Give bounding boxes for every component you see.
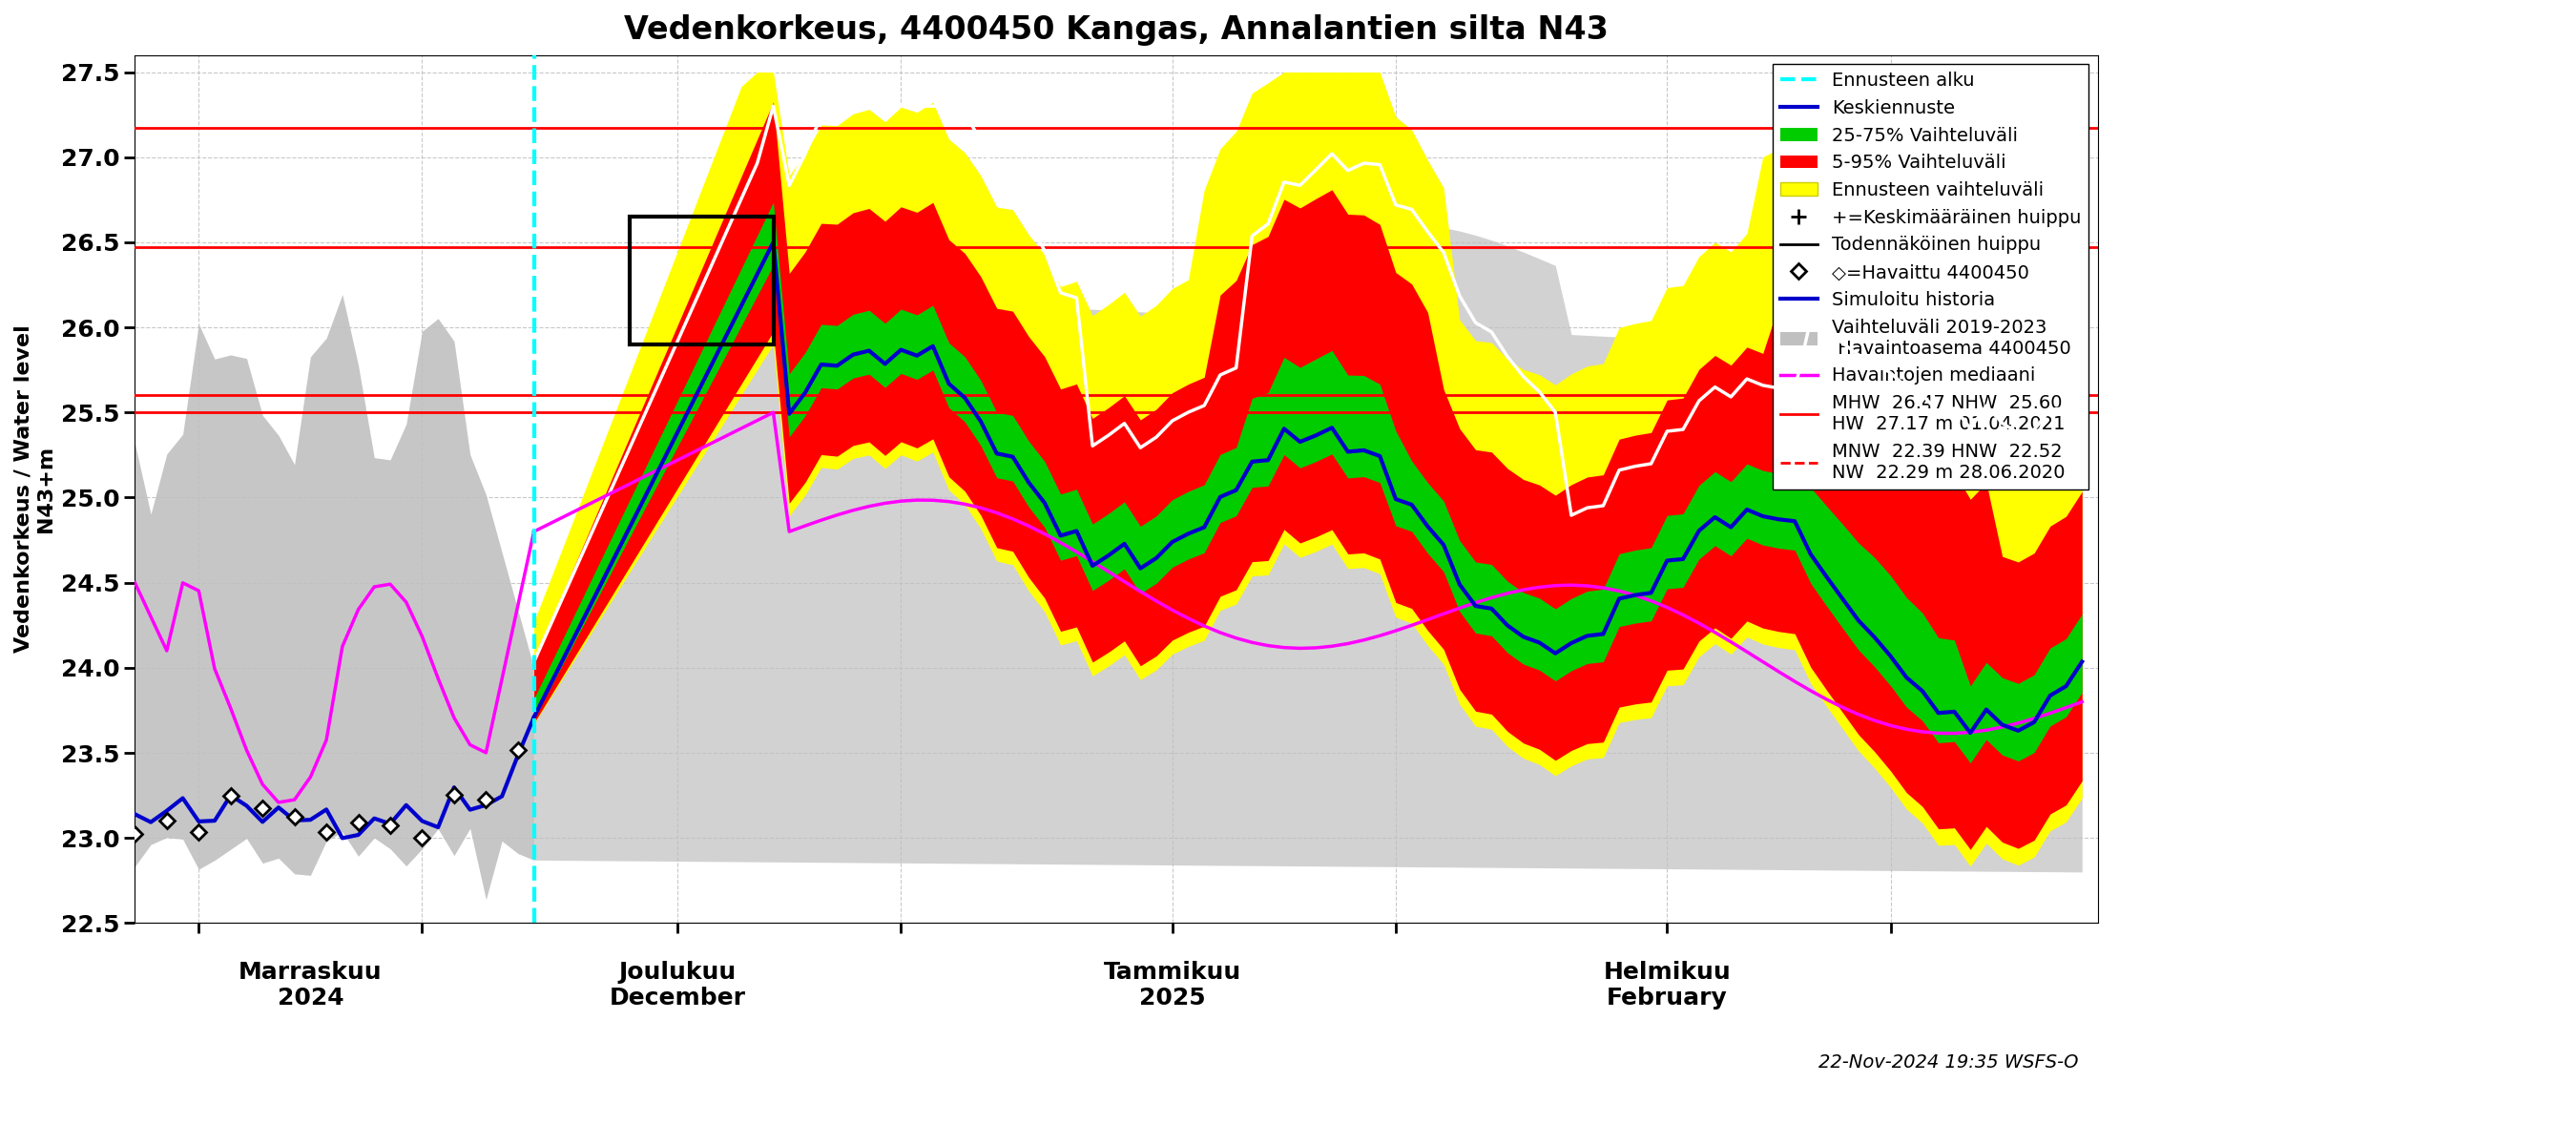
Text: Joulukuu
December: Joulukuu December [611,961,744,1010]
Title: Vedenkorkeus, 4400450 Kangas, Annalantien silta N43: Vedenkorkeus, 4400450 Kangas, Annalantie… [623,14,1607,46]
Text: 22-Nov-2024 19:35 WSFS-O: 22-Nov-2024 19:35 WSFS-O [1819,1053,2079,1072]
Text: Marraskuu
2024: Marraskuu 2024 [240,961,381,1010]
Legend: Ennusteen alku, Keskiennuste, 25-75% Vaihteluväli, 5-95% Vaihteluväli, Ennusteen: Ennusteen alku, Keskiennuste, 25-75% Vai… [1772,64,2089,489]
Text: Tammikuu
2025: Tammikuu 2025 [1103,961,1242,1010]
Y-axis label: Vedenkorkeus / Water level
N43+m: Vedenkorkeus / Water level N43+m [15,325,57,653]
Text: Helmikuu
February: Helmikuu February [1602,961,1731,1010]
Bar [629,216,773,345]
